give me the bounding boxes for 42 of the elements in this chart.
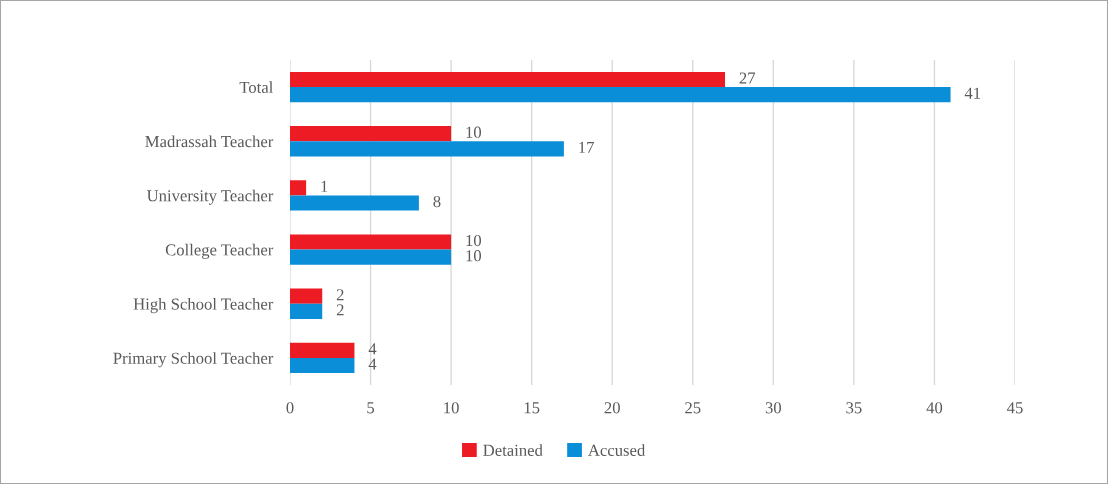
y-tick-label: College Teacher: [165, 243, 274, 259]
data-label: 27: [739, 72, 756, 84]
bar: [290, 180, 307, 196]
bar: [290, 71, 725, 88]
x-tick-label: 10: [444, 402, 459, 414]
data-label: 10: [466, 234, 482, 247]
x-tick-label: 5: [367, 402, 375, 414]
x-tick-label: 35: [846, 402, 862, 414]
x-tick-label: 25: [685, 402, 701, 414]
data-label: 41: [964, 87, 981, 99]
data-label: 8: [433, 195, 441, 208]
x-tick-label: 30: [765, 402, 782, 414]
data-label: 2: [336, 304, 344, 316]
x-tick-label: 15: [524, 402, 540, 414]
data-label: 10: [466, 126, 482, 138]
data-label: 10: [466, 250, 482, 262]
bar: [290, 249, 452, 265]
bar: [290, 141, 564, 157]
bar: [290, 126, 452, 142]
data-label: 4: [368, 358, 377, 370]
x-tick-label: 45: [1006, 402, 1023, 414]
x-tick-label: 20: [604, 402, 620, 414]
bar: [290, 195, 419, 211]
bar: [290, 342, 355, 358]
x-tick-label: 40: [926, 402, 943, 414]
bar: [290, 288, 323, 304]
y-tick-label: Total: [239, 81, 273, 94]
y-tick-label: University Teacher: [146, 189, 274, 205]
bar: [290, 87, 951, 103]
y-tick-label: High School Teacher: [133, 297, 274, 314]
legend-label: Accused: [588, 444, 646, 456]
bar: [290, 357, 355, 374]
legend-label: Detained: [483, 444, 543, 456]
x-tick-label: 0: [286, 402, 294, 414]
y-tick-label: Madrassah Teacher: [145, 135, 274, 148]
data-label: 17: [579, 141, 594, 153]
bar: [290, 234, 452, 250]
data-label: 1: [321, 180, 328, 192]
data-label: 4: [368, 343, 377, 355]
data-label: 2: [336, 289, 344, 301]
bar: [290, 303, 323, 319]
y-tick-label: Primary School Teacher: [113, 352, 274, 368]
